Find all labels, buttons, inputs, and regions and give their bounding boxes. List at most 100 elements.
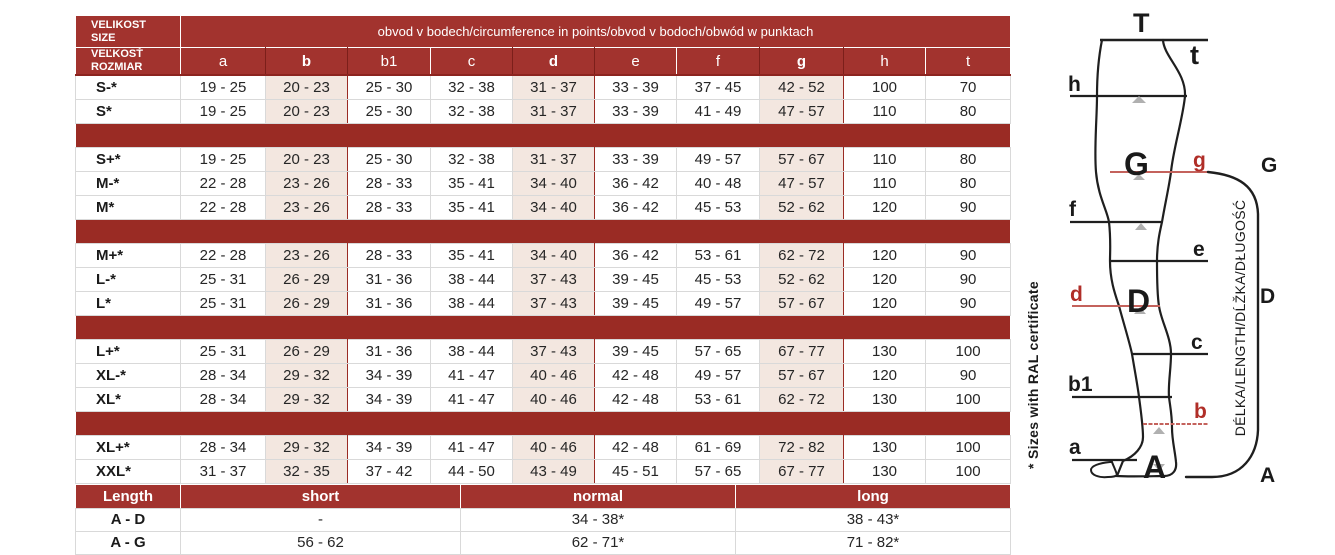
size-value-cell: 34 - 40 (512, 170, 595, 196)
column-header-t: t (924, 47, 1012, 76)
size-value-cell: 39 - 45 (594, 290, 677, 316)
size-value-cell: 28 - 34 (180, 362, 266, 388)
length-header-length: Length (75, 483, 181, 509)
triangle-b (1153, 427, 1165, 434)
label-A-inner: A (1143, 449, 1166, 485)
size-value-cell: 20 - 23 (265, 146, 348, 172)
length-header-long: long (735, 483, 1011, 509)
column-header-f: f (676, 47, 760, 76)
size-value-cell: 57 - 65 (676, 338, 760, 364)
size-row-label: L+* (75, 338, 181, 364)
triangle-f (1135, 223, 1147, 230)
size-row-label: L-* (75, 266, 181, 292)
size-value-cell: 100 (924, 458, 1012, 484)
size-value-cell: 49 - 57 (676, 362, 760, 388)
length-value-cell: 62 - 71* (460, 530, 736, 555)
size-row-label: S* (75, 98, 181, 124)
size-value-cell: 33 - 39 (594, 98, 677, 124)
size-value-cell: 37 - 43 (512, 338, 595, 364)
size-value-cell: 34 - 39 (347, 362, 431, 388)
label-A-right: A (1260, 464, 1275, 487)
size-value-cell: 42 - 48 (594, 362, 677, 388)
size-value-cell: 80 (924, 170, 1012, 196)
size-value-cell: 35 - 41 (430, 194, 513, 220)
size-value-cell: 38 - 44 (430, 290, 513, 316)
size-value-cell: 70 (924, 74, 1012, 100)
size-value-cell: 28 - 33 (347, 242, 431, 268)
size-value-cell: 57 - 67 (759, 146, 844, 172)
size-value-cell: 57 - 67 (759, 290, 844, 316)
length-value-cell: 34 - 38* (460, 507, 736, 532)
length-bracket (1184, 170, 1260, 479)
size-value-cell: 41 - 47 (430, 386, 513, 412)
size-value-cell: 100 (924, 386, 1012, 412)
size-value-cell: 25 - 30 (347, 146, 431, 172)
size-value-cell: 28 - 33 (347, 194, 431, 220)
size-value-cell: 31 - 37 (512, 98, 595, 124)
size-value-cell: 20 - 23 (265, 98, 348, 124)
length-value-cell: 71 - 82* (735, 530, 1011, 555)
size-value-cell: 23 - 26 (265, 170, 348, 196)
size-value-cell: 22 - 28 (180, 170, 266, 196)
size-row-label: M-* (75, 170, 181, 196)
label-t: t (1190, 40, 1199, 70)
size-value-cell: 26 - 29 (265, 266, 348, 292)
column-header-b1: b1 (347, 47, 431, 76)
size-value-cell: 90 (924, 194, 1012, 220)
label-T: T (1133, 8, 1150, 38)
size-value-cell: 29 - 32 (265, 386, 348, 412)
size-value-cell: 130 (843, 458, 926, 484)
size-value-cell: 29 - 32 (265, 362, 348, 388)
size-value-cell: 22 - 28 (180, 242, 266, 268)
size-row: XL+* 28 - 34 29 - 32 34 - 39 41 - 47 40 - 46 4… (75, 434, 1012, 460)
size-value-cell: 57 - 67 (759, 362, 844, 388)
length-header-short: short (180, 483, 461, 509)
size-value-cell: 28 - 34 (180, 386, 266, 412)
length-axis-label: DÉLKA/LENGTH/DĹŽKA/DŁUGOŚĆ (1231, 200, 1248, 437)
size-value-cell: 32 - 38 (430, 98, 513, 124)
size-row: M+* 22 - 28 23 - 26 28 - 33 35 - 41 34 - 40 36… (75, 242, 1012, 268)
size-value-cell: 37 - 43 (512, 266, 595, 292)
sizing-tables: VELIKOST SIZE obvod v bodech/circumference… (74, 15, 1012, 555)
size-value-cell: 34 - 40 (512, 242, 595, 268)
size-value-cell: 25 - 31 (180, 266, 266, 292)
size-value-cell: 39 - 45 (594, 338, 677, 364)
triangle-d (1134, 307, 1146, 314)
size-value-cell: 40 - 46 (512, 362, 595, 388)
size-row-label: XL+* (75, 434, 181, 460)
size-value-cell: 37 - 45 (676, 74, 760, 100)
length-row-label: A - G (75, 530, 181, 555)
size-value-cell: 52 - 62 (759, 266, 844, 292)
size-value-cell: 35 - 41 (430, 242, 513, 268)
size-row-label: XXL* (75, 458, 181, 484)
label-G-right: G (1261, 154, 1277, 177)
group-separator (74, 122, 1012, 148)
size-value-cell: 90 (924, 242, 1012, 268)
size-row-label: XL* (75, 386, 181, 412)
size-value-cell: 31 - 36 (347, 338, 431, 364)
size-value-cell: 90 (924, 266, 1012, 292)
size-row: L* 25 - 31 26 - 29 31 - 36 38 - 44 37 - 43 39 … (75, 290, 1012, 316)
length-table: Length short normal long A - D -34 - 38* 38 -… (75, 483, 1011, 555)
size-value-cell: 19 - 25 (180, 98, 266, 124)
column-header-g: g (759, 47, 844, 76)
size-value-cell: 33 - 39 (594, 74, 677, 100)
size-value-cell: 34 - 40 (512, 194, 595, 220)
triangle-A (1153, 464, 1165, 471)
size-value-cell: 29 - 32 (265, 434, 348, 460)
ral-footnote: * Sizes with RAL certificate (1025, 281, 1041, 469)
label-f: f (1069, 198, 1077, 221)
size-value-cell: 67 - 77 (759, 458, 844, 484)
size-value-cell: 31 - 37 (512, 146, 595, 172)
group-separator-bar (74, 410, 1012, 436)
label-h: h (1068, 73, 1081, 96)
size-value-cell: 25 - 30 (347, 74, 431, 100)
size-value-cell: 45 - 51 (594, 458, 677, 484)
size-value-cell: 47 - 57 (759, 170, 844, 196)
size-value-cell: 37 - 43 (512, 290, 595, 316)
size-value-cell: 110 (843, 146, 926, 172)
size-value-cell: 100 (924, 434, 1012, 460)
size-value-cell: 100 (924, 338, 1012, 364)
size-value-cell: 40 - 46 (512, 434, 595, 460)
group-separator-bar (74, 218, 1012, 244)
